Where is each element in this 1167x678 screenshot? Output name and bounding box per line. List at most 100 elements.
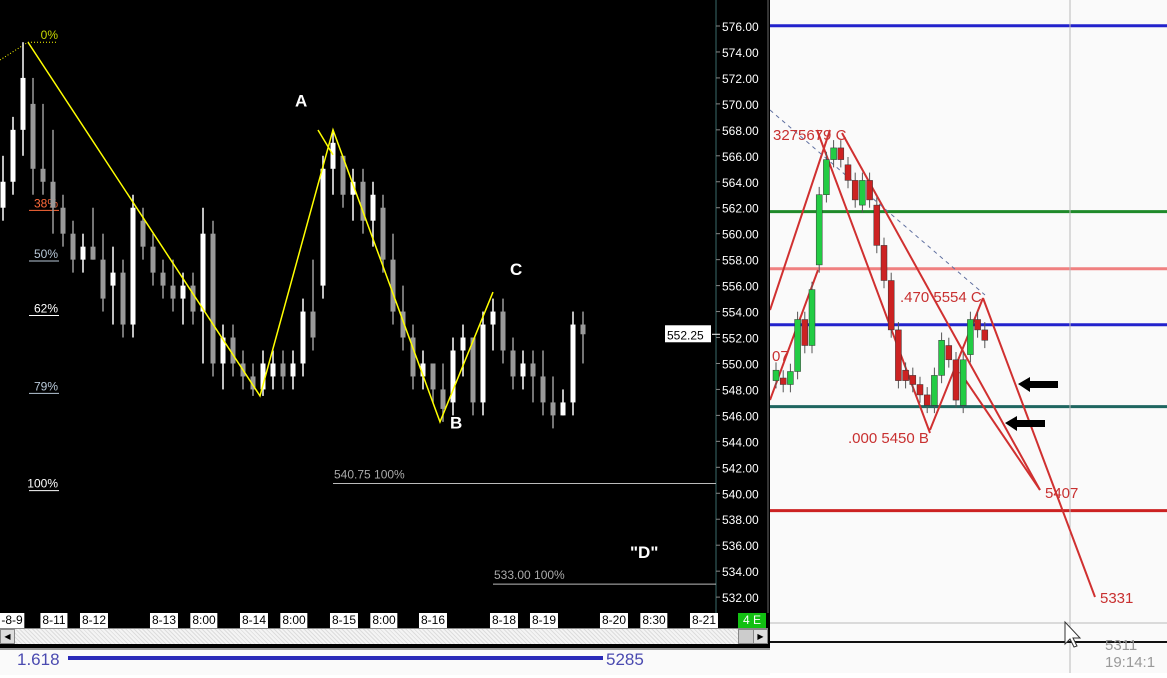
candle-body xyxy=(260,363,266,390)
candle-body xyxy=(50,181,56,208)
candle-body xyxy=(70,233,76,260)
candle-body xyxy=(981,329,989,341)
time-tick-label: 8-14 xyxy=(239,613,269,628)
candle-body xyxy=(873,204,881,246)
time-tick-label: 8-20 xyxy=(599,613,629,628)
current-price-label: 552.25 xyxy=(667,328,704,342)
candle-body xyxy=(480,324,486,403)
candle-body xyxy=(460,337,466,351)
candle-body xyxy=(290,363,296,377)
candle-body xyxy=(180,285,186,299)
candle-body xyxy=(270,363,276,377)
candle-body xyxy=(530,363,536,377)
arrow-left-icon xyxy=(1018,377,1058,392)
horizontal-scrollbar[interactable]: ◀ ▶ xyxy=(0,628,768,644)
target-line-label: 540.75 100% xyxy=(334,468,405,482)
zigzag-cross-segment xyxy=(317,129,334,156)
harmonic-leg-line xyxy=(841,132,1041,491)
price-tick-label: 558.00 xyxy=(722,254,759,268)
candle-body xyxy=(866,180,873,201)
status-text: 5311 xyxy=(1105,637,1137,654)
price-tick-label: 548.00 xyxy=(722,383,759,397)
price-tick-label: 576.00 xyxy=(722,20,759,34)
dark-price-chart: 576.00 574.00 572.00 570.00 568.00 566.00 564.… xyxy=(0,0,770,648)
scroll-right-button[interactable]: ▶ xyxy=(753,629,768,644)
candle-body xyxy=(560,402,566,416)
candle-body xyxy=(837,147,845,160)
scroll-thumb[interactable] xyxy=(738,629,754,644)
candle-body xyxy=(160,272,166,286)
target-line-label: 533.00 100% xyxy=(494,568,565,582)
price-tick-label: 574.00 xyxy=(722,46,759,60)
price-tick-label: 546.00 xyxy=(722,409,759,423)
wave-label: B xyxy=(450,413,462,432)
candle-body xyxy=(310,311,316,338)
candle-body xyxy=(844,164,852,181)
price-tick-label: 562.00 xyxy=(722,202,759,216)
candle-body xyxy=(340,155,346,195)
candle-body xyxy=(360,181,366,221)
candle-body xyxy=(938,340,945,376)
arrow-left-icon xyxy=(1005,416,1045,431)
time-tick-label: 8-12 xyxy=(79,613,109,628)
scroll-left-button[interactable]: ◀ xyxy=(0,629,15,644)
candle-body xyxy=(130,207,136,325)
candle-body xyxy=(170,285,176,299)
pattern-annotation: .000 5450 B xyxy=(848,430,929,447)
candle-body xyxy=(570,324,576,403)
candle-body xyxy=(140,220,146,247)
candle-body xyxy=(250,376,256,390)
candle-body xyxy=(945,345,953,361)
candle-body xyxy=(923,394,931,406)
wave-label: "D" xyxy=(630,543,658,562)
time-tick-label: 8-21 xyxy=(689,613,719,628)
candle-body xyxy=(540,376,546,403)
candle-body xyxy=(30,103,36,169)
pattern-annotation: 3275679 C xyxy=(773,127,847,144)
current-price-box xyxy=(665,325,711,343)
pattern-annotation: 5331 xyxy=(1100,590,1133,607)
candle-body xyxy=(420,363,426,377)
candle-body xyxy=(787,371,794,385)
candle-body xyxy=(520,363,526,377)
fib-ratio-label: 1.618 xyxy=(17,650,60,669)
time-tick-label: 8:00 xyxy=(190,613,218,628)
candle-body xyxy=(490,311,496,325)
price-tick-label: 570.00 xyxy=(722,98,759,112)
corner-badge: 4 E xyxy=(738,613,766,628)
price-tick-label: 544.00 xyxy=(722,435,759,449)
time-tick-label: -8-9 xyxy=(0,613,25,628)
candle-body xyxy=(380,207,386,260)
fib-level-label: 100% xyxy=(27,477,58,491)
candle-body xyxy=(794,319,801,372)
candle-body xyxy=(150,246,156,273)
price-tick-label: 572.00 xyxy=(722,72,759,86)
candle-body xyxy=(410,337,416,377)
time-tick-label: 8:00 xyxy=(280,613,308,628)
candle-body xyxy=(974,319,981,331)
time-tick-label: 8-16 xyxy=(418,613,448,628)
candle-body xyxy=(909,375,917,385)
candle-body xyxy=(400,311,406,338)
candle-body xyxy=(110,272,116,286)
fib-line xyxy=(68,656,603,660)
candle-body xyxy=(220,337,226,364)
candle-body xyxy=(0,181,6,208)
candle-body xyxy=(200,233,206,312)
light-price-chart: 3275679 C .470 5554 C .000 5450 B 5407 5331 0… xyxy=(769,0,1167,673)
time-tick-label: 8-13 xyxy=(149,613,179,628)
candle-body xyxy=(887,280,895,331)
harmonic-leg-line xyxy=(959,371,1041,491)
pattern-annotation: 07 xyxy=(772,348,789,365)
wave-label: A xyxy=(295,91,307,110)
candle-body xyxy=(10,129,16,182)
candle-body xyxy=(967,319,974,355)
fib-level-label: 50% xyxy=(34,247,58,261)
candle-body xyxy=(895,329,902,381)
candle-body xyxy=(470,337,476,403)
price-tick-label: 532.00 xyxy=(722,591,759,605)
candle-body xyxy=(230,337,236,364)
candle-body xyxy=(210,233,216,364)
candle-body xyxy=(80,246,86,260)
candle-body xyxy=(390,259,396,312)
